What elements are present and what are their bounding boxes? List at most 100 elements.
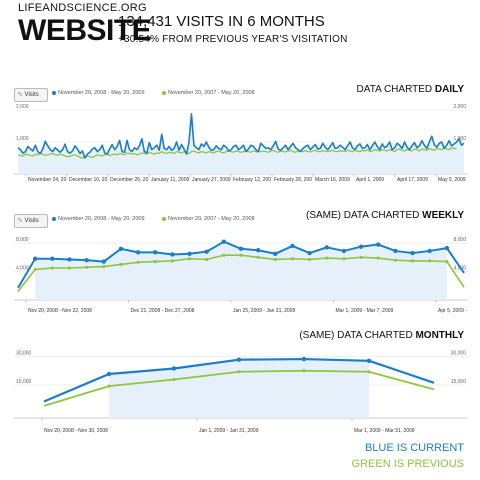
- x-tick-label: Dec 21, 2008 - Dec 27, 2008: [131, 308, 195, 314]
- weekly-caption: (SAME) DATA CHARTED WEEKLY: [306, 210, 464, 221]
- visits-metric-label: Visits: [24, 92, 39, 98]
- previous-point: [290, 257, 295, 261]
- previous-point: [67, 266, 72, 270]
- y-tick-label: 30,000: [451, 351, 467, 357]
- current-series-line: [17, 113, 465, 159]
- x-tick-label: Jan 1, 2009 - Jan 31, 2009: [199, 428, 259, 434]
- monthly-toolbar: (SAME) DATA CHARTED MONTHLY: [14, 330, 468, 348]
- x-tick-label: Mar 1, 2009 - Mar 7, 2009: [336, 308, 394, 314]
- previous-point: [237, 370, 241, 374]
- current-point: [376, 242, 381, 247]
- current-point: [204, 249, 209, 254]
- current-point: [444, 245, 450, 251]
- legend-current-label: November 20, 2008 - May 20, 2009: [58, 216, 145, 222]
- y-tick-label: 15,000: [451, 379, 467, 385]
- daily-caption-bold: DAILY: [434, 84, 464, 95]
- previous-point: [256, 255, 260, 259]
- legend-previous-swatch: [162, 90, 166, 95]
- previous-point: [107, 384, 111, 388]
- y-tick-label: 8,000: [453, 237, 466, 243]
- previous-point: [428, 259, 432, 263]
- current-point: [427, 248, 432, 254]
- x-tick-label: February 12, 200: [233, 177, 271, 183]
- y-tick-label: 15,000: [16, 379, 32, 385]
- x-tick-label: May 5, 2009: [438, 177, 466, 183]
- y-tick-label: 30,000: [16, 351, 32, 357]
- x-tick-label: April 1, 2009: [356, 177, 384, 183]
- x-tick-label: Nov 20, 2008 - Nov 30, 2008: [44, 428, 108, 434]
- current-point: [50, 256, 55, 261]
- previous-point: [367, 370, 371, 374]
- current-point: [171, 366, 177, 371]
- previous-point: [239, 253, 243, 257]
- previous-point: [170, 259, 174, 263]
- weekly-caption-prefix: (SAME) DATA CHARTED: [306, 210, 423, 221]
- legend-current-swatch: [52, 90, 56, 95]
- monthly-caption-bold: MONTHLY: [415, 330, 464, 341]
- x-tick-label: November 24, 20: [28, 177, 67, 183]
- previous-point: [273, 257, 277, 262]
- x-tick-label: Apr 5, 2009 - Apr 11, 2009: [438, 308, 468, 314]
- visits-metric-button[interactable]: ∿ Visits: [14, 88, 48, 102]
- daily-toolbar: ∿ Visits November 20, 2008 - May 20, 200…: [14, 84, 468, 102]
- visits-metric-button[interactable]: ∿ Visits: [14, 214, 48, 228]
- y-tick-label: 4,000: [16, 266, 29, 272]
- current-point: [32, 256, 38, 261]
- current-point: [358, 244, 364, 249]
- current-area-fill: [35, 241, 447, 300]
- current-point: [410, 250, 415, 256]
- monthly-caption: (SAME) DATA CHARTED MONTHLY: [299, 330, 464, 341]
- legend-previous-label: November 20, 2007 - May 20, 2008: [168, 90, 255, 96]
- x-tick-label: Mar 1, 2009 - Mar 31, 2009: [354, 428, 415, 434]
- legend-previous: November 20, 2007 - May 20, 2008: [162, 216, 255, 222]
- previous-point: [325, 256, 329, 260]
- current-point: [393, 248, 398, 254]
- x-tick-label: March 16, 2009: [315, 177, 350, 183]
- current-area-fill: [109, 359, 369, 418]
- current-point: [101, 259, 106, 264]
- current-point: [236, 357, 242, 362]
- previous-point: [50, 266, 54, 270]
- weekly-caption-bold: WEEKLY: [422, 210, 464, 221]
- previous-point: [187, 257, 192, 261]
- x-tick-label: April 17, 2009: [397, 177, 428, 183]
- x-tick-label: January 27, 2009: [192, 177, 231, 183]
- current-point: [135, 250, 141, 255]
- current-point: [187, 251, 192, 256]
- visits-metric-label: Visits: [24, 218, 39, 224]
- y-tick-label: 1,000: [16, 136, 29, 142]
- legend-current-swatch: [52, 216, 56, 221]
- current-area-fill: [18, 113, 464, 174]
- y-tick-label: 2,000: [453, 104, 466, 110]
- legend-previous: November 20, 2007 - May 20, 2008: [162, 90, 255, 96]
- previous-point: [410, 259, 415, 263]
- previous-point: [376, 256, 380, 260]
- x-tick-label: January 11, 2009: [151, 177, 189, 183]
- previous-series-line: [17, 147, 457, 159]
- current-point: [301, 356, 307, 362]
- site-name: LIFEANDSCIENCE.ORG: [18, 2, 147, 14]
- daily-caption: DATA CHARTED DAILY: [357, 84, 464, 95]
- sparkline-icon: ∿: [17, 91, 23, 98]
- previous-point: [222, 253, 226, 257]
- current-point: [84, 257, 89, 263]
- previous-point: [172, 377, 176, 382]
- previous-point: [308, 257, 312, 262]
- daily-caption-prefix: DATA CHARTED: [356, 84, 435, 95]
- previous-point: [445, 260, 449, 264]
- monthly-chart: 30,000 30,000 15,000 15,000 Nov 20, 2008 - N…: [14, 351, 468, 434]
- current-point: [238, 246, 244, 251]
- previous-point: [85, 265, 89, 269]
- legend-previous-label: November 20, 2007 - May 20, 2008: [168, 216, 255, 222]
- previous-point: [153, 260, 157, 264]
- current-point: [221, 239, 227, 244]
- previous-point: [136, 260, 140, 264]
- previous-point: [359, 255, 363, 259]
- current-point: [67, 257, 72, 262]
- previous-point: [33, 267, 37, 272]
- monthly-caption-prefix: (SAME) DATA CHARTED: [299, 330, 416, 341]
- sparkline-icon: ∿: [17, 217, 23, 224]
- x-tick-label: Nov 20, 2008 - Nov 22, 2008: [28, 308, 92, 314]
